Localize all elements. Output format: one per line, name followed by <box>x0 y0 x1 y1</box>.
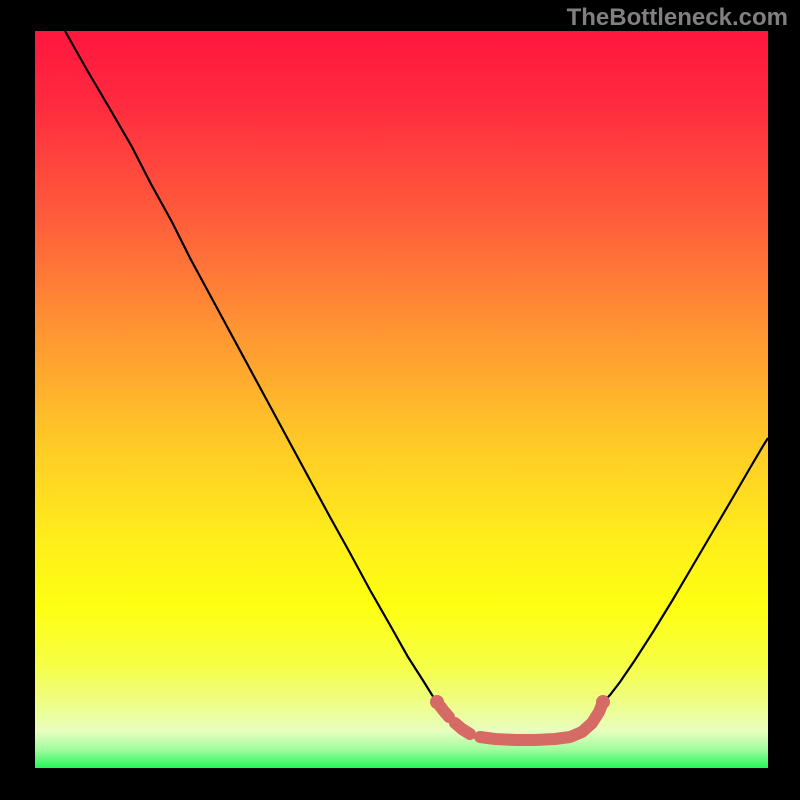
bottleneck-chart <box>0 0 800 800</box>
chart-container: TheBottleneck.com <box>0 0 800 800</box>
plot-background <box>35 31 768 768</box>
watermark-text: TheBottleneck.com <box>567 4 788 32</box>
